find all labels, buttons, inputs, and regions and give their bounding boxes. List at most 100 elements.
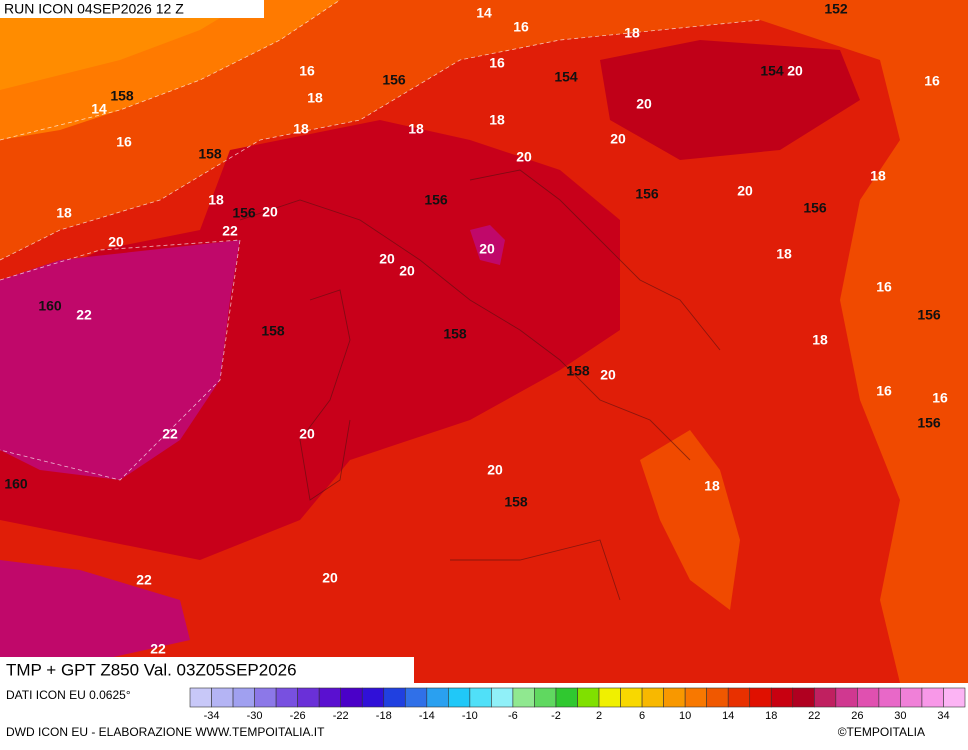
temperature-label: 18	[56, 205, 72, 221]
temperature-label: 18	[489, 112, 505, 128]
scale-label: 18	[765, 710, 777, 722]
scale-swatch	[254, 687, 277, 708]
scale-swatch	[598, 687, 621, 708]
scale-label: 26	[851, 710, 863, 722]
temperature-label: 20	[108, 234, 124, 250]
scale-label: -26	[290, 710, 306, 722]
scale-label: 10	[679, 710, 691, 722]
temperature-label: 20	[487, 462, 503, 478]
geopotential-label: 156	[803, 200, 827, 216]
scale-label: 6	[639, 710, 645, 722]
temperature-label: 18	[870, 168, 886, 184]
temperature-label: 22	[76, 307, 92, 323]
temperature-label: 22	[222, 223, 238, 239]
temperature-label: 18	[307, 90, 323, 106]
temperature-label: 18	[624, 25, 640, 41]
scale-label: 30	[894, 710, 906, 722]
geopotential-label: 160	[38, 298, 62, 314]
run-label: RUN ICON 04SEP2026 12 Z	[4, 1, 184, 17]
geopotential-label: 156	[232, 205, 256, 221]
temperature-label: 20	[479, 241, 495, 257]
scale-swatch	[534, 687, 557, 708]
source-label: DATI ICON EU 0.0625°	[6, 688, 131, 702]
geopotential-label: 158	[261, 323, 285, 339]
temperature-label: 20	[610, 131, 626, 147]
temperature-label: 16	[876, 383, 892, 399]
scale-swatch	[921, 687, 944, 708]
scale-swatch	[491, 687, 514, 708]
scale-label: 22	[808, 710, 820, 722]
scale-swatch	[857, 687, 880, 708]
header-box	[0, 0, 264, 18]
temperature-label: 16	[924, 73, 940, 89]
scale-swatch	[900, 687, 923, 708]
temperature-label: 16	[513, 19, 529, 35]
scale-swatch	[189, 687, 212, 708]
temperature-label: 18	[704, 478, 720, 494]
temperature-label: 20	[600, 367, 616, 383]
temperature-label: 20	[737, 183, 753, 199]
geopotential-label: 156	[917, 415, 941, 431]
scale-swatch	[318, 687, 341, 708]
scale-swatch	[749, 687, 772, 708]
map-background	[0, 0, 968, 683]
temperature-label: 14	[91, 101, 107, 117]
temperature-label: 18	[812, 332, 828, 348]
scale-swatch	[361, 687, 385, 708]
geopotential-label: 156	[917, 307, 941, 323]
geopotential-label: 156	[382, 72, 406, 88]
temperature-label: 16	[299, 63, 315, 79]
product-box	[0, 657, 414, 684]
scale-label: -34	[204, 710, 220, 722]
geopotential-label: 158	[566, 363, 590, 379]
temperature-label: 18	[293, 121, 309, 137]
scale-swatch	[835, 687, 858, 708]
geopotential-label: 158	[198, 146, 222, 162]
scale-label: 14	[722, 710, 734, 722]
temperature-label: 20	[787, 63, 803, 79]
scale-swatch	[275, 687, 298, 708]
scale-swatch	[663, 687, 686, 708]
temperature-label: 16	[116, 134, 132, 150]
temperature-label: 16	[876, 279, 892, 295]
geopotential-label: 156	[424, 192, 448, 208]
scale-label: -30	[247, 710, 263, 722]
scale-swatch	[770, 687, 794, 708]
product-label: TMP + GPT Z850 Val. 03Z05SEP2026	[6, 660, 297, 679]
scale-swatch	[555, 687, 578, 708]
temperature-label: 18	[776, 246, 792, 262]
scale-swatch	[232, 687, 255, 708]
scale-swatch	[814, 687, 837, 708]
scale-swatch	[943, 687, 966, 708]
temperature-label: 22	[162, 426, 178, 442]
scale-swatch	[211, 687, 234, 708]
copyright-label: ©TEMPOITALIA	[838, 725, 925, 739]
temperature-label: 16	[932, 390, 948, 406]
temperature-label: 20	[379, 251, 395, 267]
scale-label: -18	[376, 710, 392, 722]
scale-label: -6	[508, 710, 518, 722]
temperature-label: 18	[408, 121, 424, 137]
scale-swatch	[383, 687, 406, 708]
scale-label: 34	[937, 710, 949, 722]
temperature-label: 16	[489, 55, 505, 71]
geopotential-label: 160	[4, 476, 28, 492]
temperature-label: 22	[150, 641, 166, 657]
scale-swatch	[577, 687, 600, 708]
scale-swatch	[404, 687, 428, 708]
temperature-label: 20	[262, 204, 278, 220]
temperature-label: 20	[636, 96, 652, 112]
temperature-label: 18	[208, 192, 224, 208]
geopotential-label: 154	[760, 63, 784, 79]
color-scale: -34 -30 -26 -22 -18 -14 -10 -6 -2 2 6 10 14 18 22 26 30 3…	[189, 687, 966, 722]
temperature-label: 20	[516, 149, 532, 165]
temperature-label: 20	[322, 570, 338, 586]
scale-swatch	[620, 687, 643, 708]
temperature-label: 20	[299, 426, 315, 442]
scale-label: -10	[462, 710, 478, 722]
scale-swatch	[469, 687, 492, 708]
geopotential-label: 156	[635, 186, 659, 202]
geopotential-label: 152	[824, 1, 848, 17]
geopotential-label: 158	[110, 88, 134, 104]
scale-swatch	[641, 687, 664, 708]
